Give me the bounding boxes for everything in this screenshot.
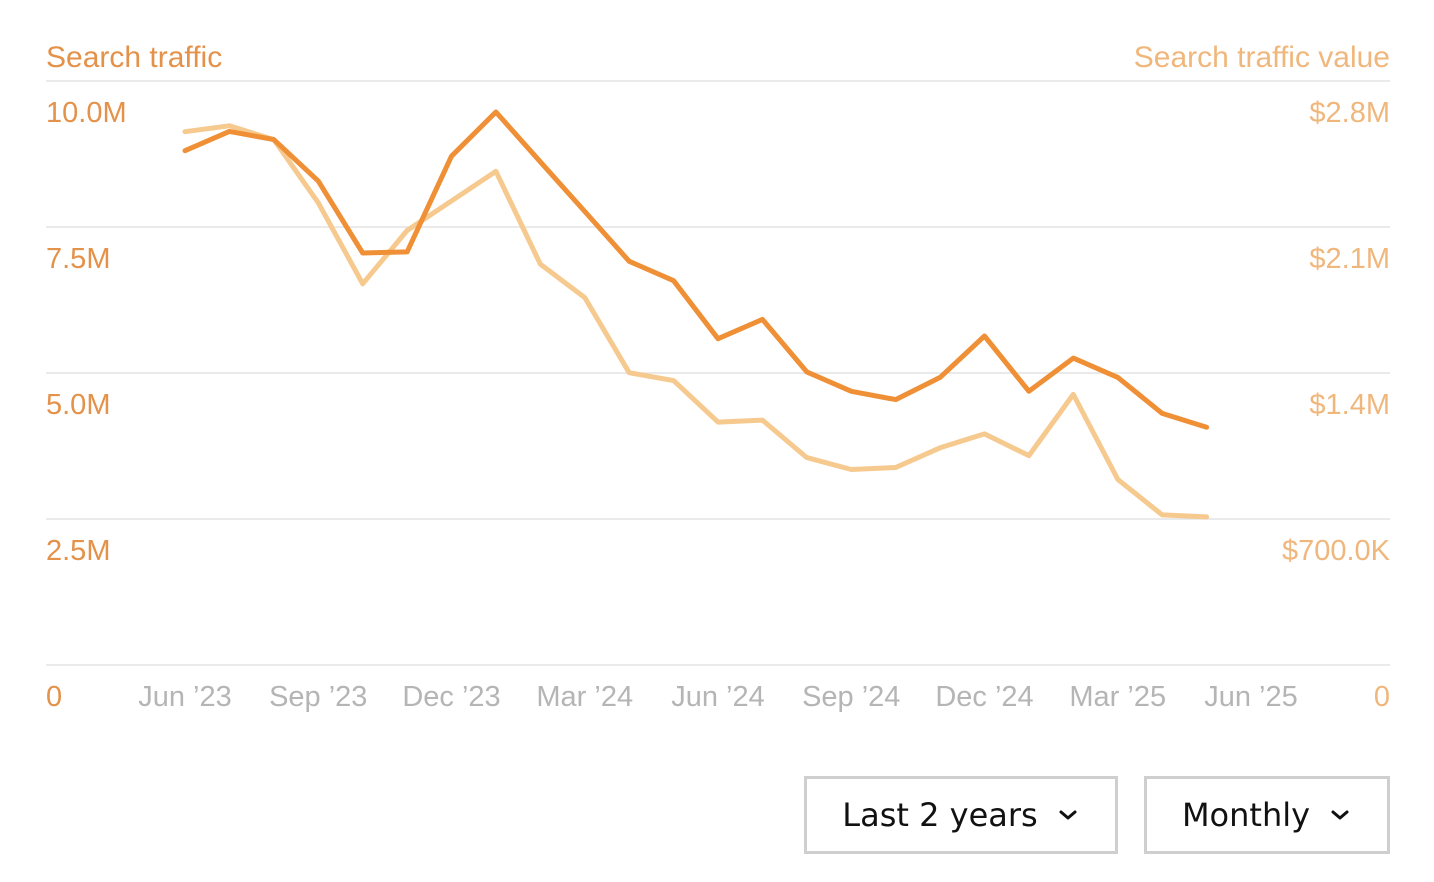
x-tick-label: Jun ’24	[671, 681, 765, 713]
traffic-chart: Search traffic Search traffic value 10.0M 7…	[46, 41, 1391, 713]
left-y-tick-label: 2.5M	[46, 535, 110, 567]
x-tick-label: Sep ’24	[802, 681, 900, 713]
right-y-tick-label: $1.4M	[1309, 389, 1390, 421]
search-traffic-line	[182, 109, 1210, 430]
left-y-tick-label: 0	[46, 681, 62, 713]
x-tick-label: Mar ’25	[1069, 681, 1166, 713]
chevron-down-icon	[1331, 810, 1349, 820]
left-axis-title: Search traffic	[46, 41, 222, 74]
right-y-tick-label: 0	[1374, 681, 1390, 713]
left-y-tick-label: 7.5M	[46, 243, 110, 275]
left-y-tick-label: 10.0M	[46, 97, 127, 129]
interval-dropdown[interactable]: Monthly	[1144, 776, 1390, 854]
x-tick-label: Dec ’23	[402, 681, 500, 713]
x-tick-label: Sep ’23	[269, 681, 367, 713]
left-y-tick-label: 5.0M	[46, 389, 110, 421]
chart-controls: Last 2 years Monthly	[804, 776, 1390, 854]
right-axis-title: Search traffic value	[1134, 41, 1390, 74]
interval-dropdown-label: Monthly	[1181, 796, 1311, 834]
right-y-tick-label: $2.1M	[1309, 243, 1390, 275]
right-y-tick-label: $2.8M	[1309, 97, 1390, 129]
period-dropdown-label: Last 2 years	[842, 796, 1038, 834]
right-y-tick-label: $700.0K	[1282, 535, 1391, 567]
period-dropdown[interactable]: Last 2 years	[804, 776, 1118, 854]
x-tick-label: Jun ’25	[1204, 681, 1298, 713]
x-tick-label: Mar ’24	[536, 681, 633, 713]
x-tick-label: Jun ’23	[138, 681, 232, 713]
search-traffic-value-line	[182, 123, 1210, 520]
x-tick-label: Dec ’24	[935, 681, 1033, 713]
chevron-down-icon	[1059, 810, 1077, 820]
